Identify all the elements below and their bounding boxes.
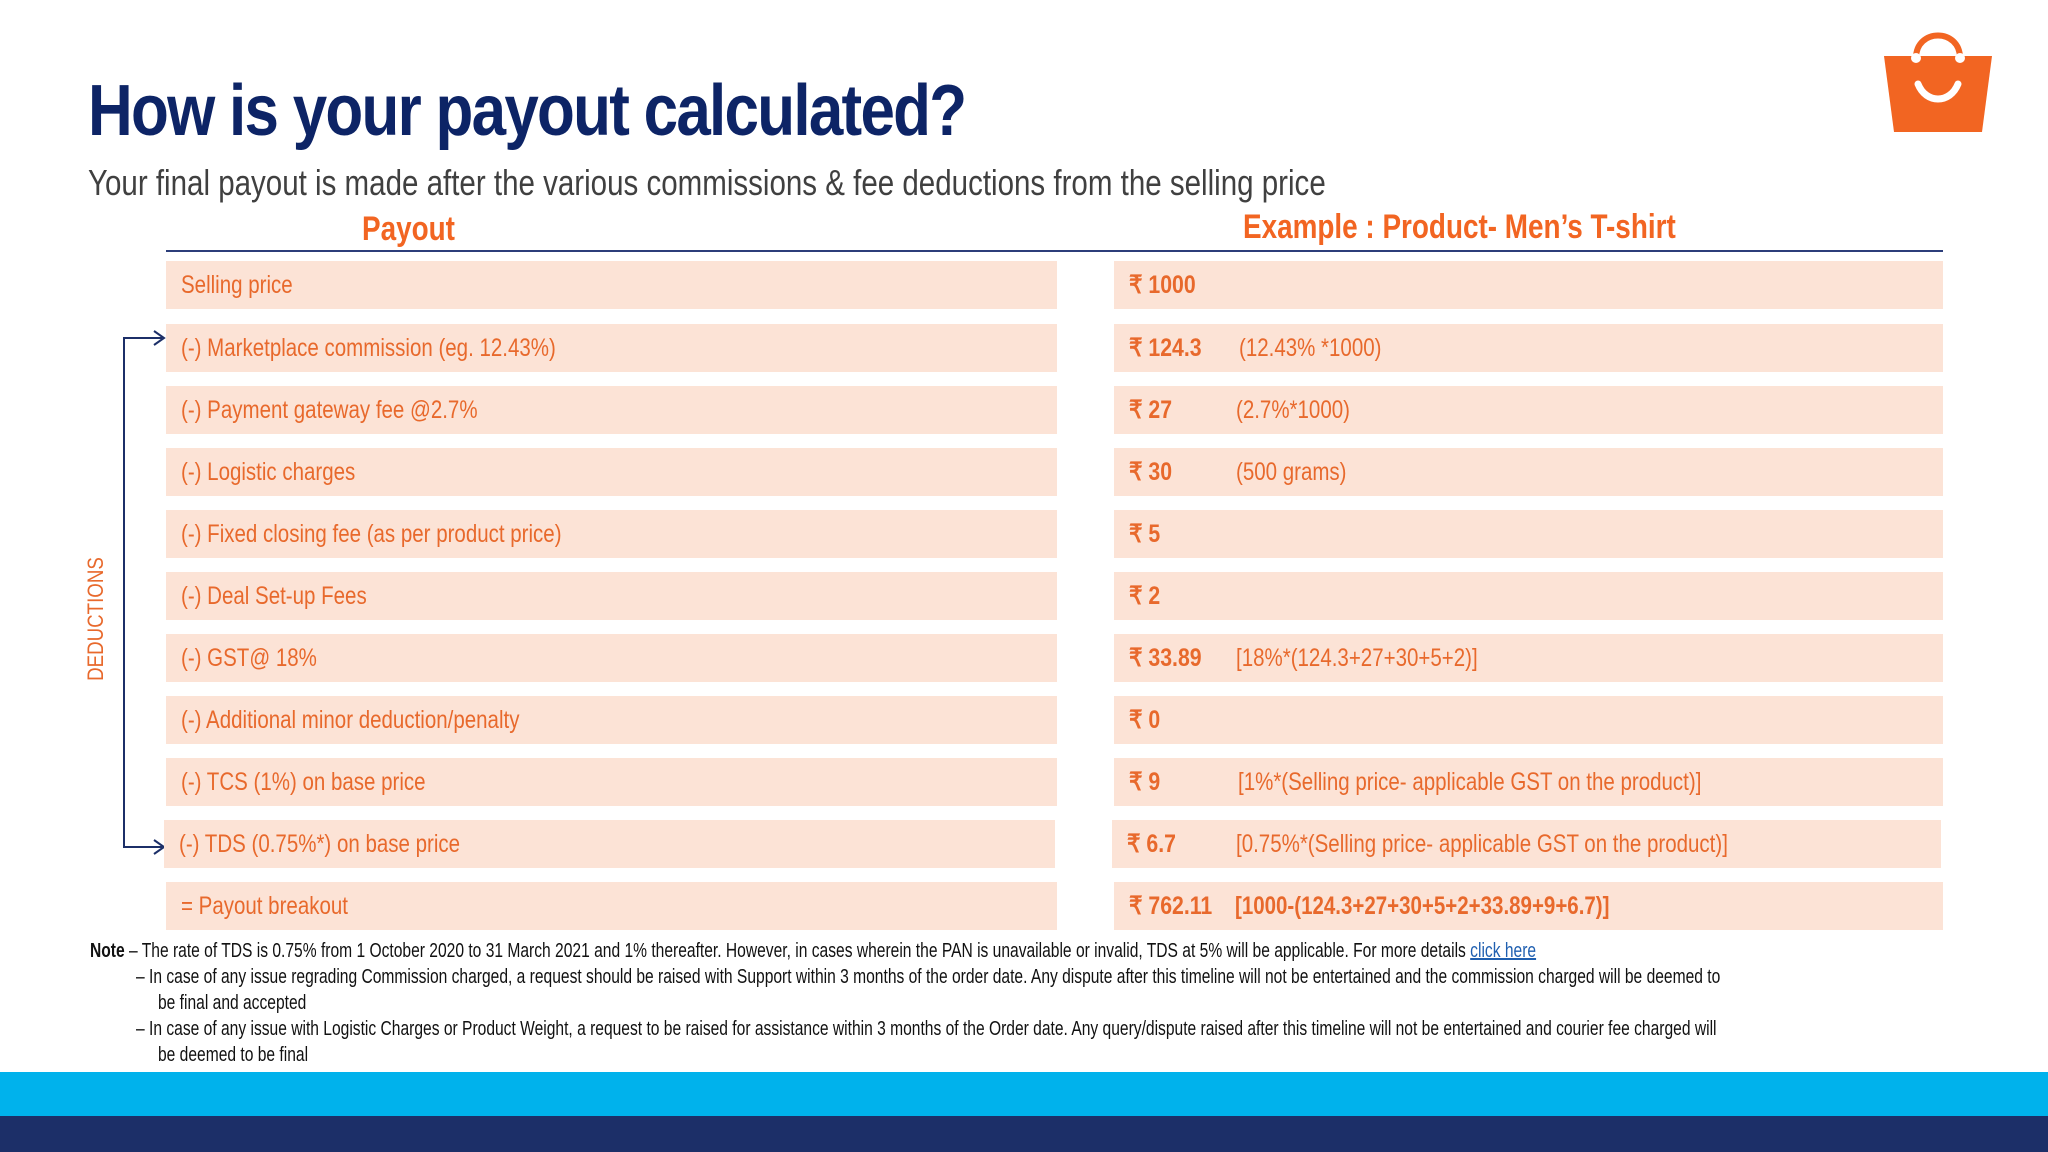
footer-band-dark (0, 1116, 2048, 1152)
payout-row-fixed-closing-fee: (-) Fixed closing fee (as per product pr… (166, 510, 1057, 558)
page-subtitle: Your final payout is made after the vari… (88, 162, 1326, 203)
row-amount: ₹ 5 (1129, 520, 1161, 548)
row-label: (-) TCS (1%) on base price (181, 767, 426, 796)
row-amount: ₹ 6.7 (1127, 830, 1176, 858)
row-amount: ₹ 762.11 (1129, 892, 1213, 920)
payout-row-marketplace-commission: (-) Marketplace commission (eg. 12.43%) (166, 324, 1057, 372)
row-amount: ₹ 27 (1129, 396, 1173, 424)
example-row-marketplace-commission: ₹ 124.3 (12.43% *1000) (1114, 324, 1943, 372)
note-text: In case of any issue with Logistic Charg… (149, 1018, 1717, 1040)
row-calc: (12.43% *1000) (1239, 333, 1382, 362)
example-row-fixed-closing-fee: ₹ 5 (1114, 510, 1943, 558)
payout-row-gst: (-) GST@ 18% (166, 634, 1057, 682)
note-dash: – (136, 1018, 145, 1040)
row-calc: [0.75%*(Selling price- applicable GST on… (1236, 829, 1728, 858)
row-amount: ₹ 1000 (1129, 271, 1196, 299)
example-row-tds: ₹ 6.7 [0.75%*(Selling price- applicable G… (1112, 820, 1941, 868)
note-line-commission-cont: be final and accepted (158, 992, 307, 1014)
note-dash: – (129, 940, 138, 962)
example-row-deal-setup-fees: ₹ 2 (1114, 572, 1943, 620)
page-title: How is your payout calculated? (88, 71, 967, 151)
row-label: = Payout breakout (181, 891, 348, 920)
shopping-bag-icon (1884, 32, 1992, 132)
note-line-commission: – In case of any issue regrading Commiss… (136, 966, 1720, 989)
example-row-additional-deduction: ₹ 0 (1114, 696, 1943, 744)
note-line-logistics: – In case of any issue with Logistic Cha… (136, 1018, 1716, 1041)
deductions-bracket (123, 330, 166, 855)
note-label: Note (90, 940, 125, 962)
payout-row-payout-breakout: = Payout breakout (166, 882, 1057, 930)
row-amount: ₹ 0 (1129, 706, 1161, 734)
payout-row-tcs: (-) TCS (1%) on base price (166, 758, 1057, 806)
row-label: (-) Marketplace commission (eg. 12.43%) (181, 333, 556, 362)
row-label: (-) GST@ 18% (181, 643, 317, 672)
payout-row-tds: (-) TDS (0.75%*) on base price (164, 820, 1055, 868)
row-label: (-) Logistic charges (181, 457, 356, 486)
note-line-tds: Note – The rate of TDS is 0.75% from 1 O… (90, 940, 1536, 963)
row-label: (-) Payment gateway fee @2.7% (181, 395, 478, 424)
footer-band-light (0, 1072, 2048, 1116)
row-amount: ₹ 30 (1129, 458, 1173, 486)
row-calc: (2.7%*1000) (1236, 395, 1350, 424)
payout-row-deal-setup-fees: (-) Deal Set-up Fees (166, 572, 1057, 620)
example-column-header: Example : Product- Men’s T-shirt (1243, 208, 1676, 246)
example-row-logistic-charges: ₹ 30 (500 grams) (1114, 448, 1943, 496)
note-text: In case of any issue regrading Commissio… (149, 966, 1721, 988)
row-amount: ₹ 9 (1129, 768, 1161, 796)
row-calc: [1%*(Selling price- applicable GST on th… (1238, 767, 1702, 796)
note-line-logistics-cont: be deemed to be final (158, 1044, 309, 1066)
example-row-selling-price: ₹ 1000 (1114, 261, 1943, 309)
row-label: (-) Additional minor deduction/penalty (181, 705, 520, 734)
row-label: (-) Deal Set-up Fees (181, 581, 367, 610)
row-amount: ₹ 124.3 (1129, 334, 1202, 362)
payout-column-header: Payout (362, 210, 455, 248)
payout-row-additional-deduction: (-) Additional minor deduction/penalty (166, 696, 1057, 744)
row-calc: [1000-(124.3+27+30+5+2+33.89+9+6.7)] (1235, 891, 1610, 920)
header-divider (166, 250, 1943, 252)
example-row-gst: ₹ 33.89 [18%*(124.3+27+30+5+2)] (1114, 634, 1943, 682)
row-label: Selling price (181, 270, 293, 299)
example-row-payment-gateway-fee: ₹ 27 (2.7%*1000) (1114, 386, 1943, 434)
row-label: (-) Fixed closing fee (as per product pr… (181, 519, 562, 548)
click-here-link[interactable]: click here (1470, 940, 1537, 962)
example-row-payout-breakout: ₹ 762.11 [1000-(124.3+27+30+5+2+33.89+9+6… (1114, 882, 1943, 930)
note-dash: – (136, 966, 145, 988)
row-amount: ₹ 2 (1129, 582, 1161, 610)
note-text: The rate of TDS is 0.75% from 1 October … (141, 940, 1466, 962)
payout-row-logistic-charges: (-) Logistic charges (166, 448, 1057, 496)
row-calc: [18%*(124.3+27+30+5+2)] (1236, 643, 1478, 672)
row-label: (-) TDS (0.75%*) on base price (179, 829, 461, 858)
example-row-tcs: ₹ 9 [1%*(Selling price- applicable GST on… (1114, 758, 1943, 806)
row-amount: ₹ 33.89 (1129, 644, 1202, 672)
row-calc: (500 grams) (1236, 457, 1347, 486)
payout-row-selling-price: Selling price (166, 261, 1057, 309)
payout-row-payment-gateway-fee: (-) Payment gateway fee @2.7% (166, 386, 1057, 434)
